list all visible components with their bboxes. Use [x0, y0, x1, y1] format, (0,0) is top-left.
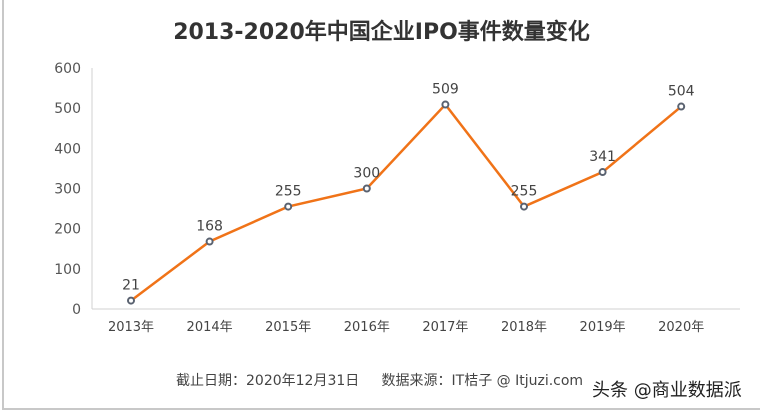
- y-tick-label: 500: [54, 101, 81, 117]
- series-line: [130, 102, 683, 302]
- data-point: [677, 102, 686, 111]
- data-label: 341: [589, 149, 616, 165]
- data-label: 168: [196, 219, 223, 235]
- data-label: 509: [432, 82, 459, 98]
- x-tick-label: 2019年: [580, 320, 626, 335]
- data-point: [520, 202, 528, 211]
- y-tick-label: 100: [54, 262, 81, 278]
- data-point: [284, 202, 293, 211]
- watermark: 头条 @商业数据派: [592, 380, 742, 401]
- y-tick-label: 400: [54, 141, 81, 157]
- y-tick-label: 0: [72, 302, 81, 318]
- x-tick-label: 2015年: [265, 320, 311, 335]
- x-tick-label: 2018年: [501, 320, 547, 335]
- y-tick-label: 600: [54, 61, 81, 77]
- y-tick-label: 200: [54, 222, 81, 238]
- data-label: 21: [122, 278, 140, 294]
- data-point: [205, 237, 214, 246]
- source-note: 截止日期：2020年12月31日 数据来源：IT桔子 @ Itjuzi.com: [176, 373, 584, 389]
- data-point: [127, 296, 135, 305]
- data-point: [441, 100, 450, 109]
- data-point: [362, 184, 371, 193]
- data-label: 255: [275, 184, 302, 200]
- x-tick-label: 2017年: [422, 320, 468, 335]
- x-tick-label: 2013年: [108, 320, 154, 335]
- x-tick-label: 2016年: [344, 320, 390, 335]
- y-tick-label: 300: [54, 182, 81, 198]
- data-label: 255: [511, 184, 538, 200]
- data-point: [598, 168, 607, 177]
- x-tick-label: 2020年: [658, 320, 704, 335]
- data-label: 300: [353, 166, 380, 182]
- x-tick-label: 2014年: [187, 320, 233, 335]
- chart-title: 2013-2020年中国企业IPO事件数量变化: [173, 20, 590, 45]
- data-label: 504: [668, 84, 695, 100]
